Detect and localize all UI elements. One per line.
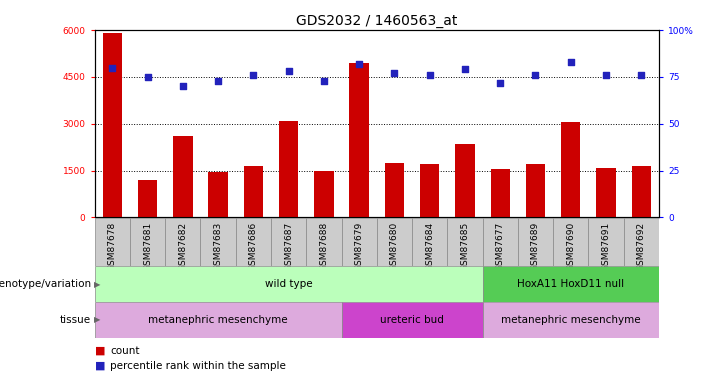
Point bbox=[212, 78, 224, 84]
Text: GSM87679: GSM87679 bbox=[355, 222, 364, 271]
Text: percentile rank within the sample: percentile rank within the sample bbox=[110, 361, 286, 370]
Text: GSM87680: GSM87680 bbox=[390, 222, 399, 271]
Bar bbox=[553, 218, 588, 266]
Bar bbox=[95, 266, 482, 302]
Text: HoxA11 HoxD11 null: HoxA11 HoxD11 null bbox=[517, 279, 625, 289]
Point bbox=[459, 66, 470, 72]
Text: GSM87681: GSM87681 bbox=[143, 222, 152, 271]
Bar bbox=[130, 218, 165, 266]
Bar bbox=[526, 164, 545, 218]
Point bbox=[353, 61, 365, 67]
Point bbox=[495, 80, 506, 86]
Text: ▶: ▶ bbox=[94, 315, 100, 324]
Bar bbox=[173, 136, 193, 218]
Text: GSM87682: GSM87682 bbox=[178, 222, 187, 271]
Text: wild type: wild type bbox=[265, 279, 313, 289]
Point bbox=[107, 64, 118, 70]
Text: ■: ■ bbox=[95, 361, 105, 370]
Point bbox=[530, 72, 541, 78]
Bar bbox=[597, 168, 615, 217]
Text: GSM87677: GSM87677 bbox=[496, 222, 505, 271]
Bar bbox=[455, 144, 475, 218]
Point bbox=[636, 72, 647, 78]
Bar bbox=[341, 218, 377, 266]
Text: GSM87689: GSM87689 bbox=[531, 222, 540, 271]
Bar bbox=[200, 218, 236, 266]
Bar bbox=[482, 266, 659, 302]
Bar bbox=[624, 218, 659, 266]
Bar bbox=[385, 163, 404, 218]
Text: GSM87692: GSM87692 bbox=[637, 222, 646, 271]
Point bbox=[389, 70, 400, 76]
Text: metanephric mesenchyme: metanephric mesenchyme bbox=[149, 315, 288, 325]
Text: GSM87683: GSM87683 bbox=[214, 222, 223, 271]
Title: GDS2032 / 1460563_at: GDS2032 / 1460563_at bbox=[296, 13, 458, 28]
Bar bbox=[561, 122, 580, 218]
Bar bbox=[341, 302, 482, 338]
Point bbox=[565, 59, 576, 65]
Bar bbox=[138, 180, 157, 218]
Point bbox=[424, 72, 435, 78]
Text: GSM87684: GSM87684 bbox=[426, 222, 434, 271]
Bar bbox=[244, 166, 263, 218]
Bar bbox=[165, 218, 200, 266]
Text: GSM87686: GSM87686 bbox=[249, 222, 258, 271]
Bar bbox=[95, 302, 341, 338]
Bar bbox=[236, 218, 271, 266]
Bar bbox=[279, 121, 299, 218]
Text: ■: ■ bbox=[95, 346, 105, 355]
Bar bbox=[271, 218, 306, 266]
Bar bbox=[632, 166, 651, 218]
Bar bbox=[447, 218, 482, 266]
Text: ▶: ▶ bbox=[94, 280, 100, 289]
Bar bbox=[314, 171, 334, 217]
Point bbox=[318, 78, 329, 84]
Text: GSM87688: GSM87688 bbox=[320, 222, 328, 271]
Point bbox=[247, 72, 259, 78]
Bar bbox=[482, 218, 518, 266]
Point bbox=[177, 83, 189, 89]
Text: GSM87690: GSM87690 bbox=[566, 222, 576, 271]
Bar bbox=[102, 33, 122, 218]
Bar bbox=[350, 63, 369, 217]
Point bbox=[283, 68, 294, 74]
Bar bbox=[306, 218, 341, 266]
Bar bbox=[420, 164, 440, 218]
Text: genotype/variation: genotype/variation bbox=[0, 279, 91, 289]
Bar bbox=[482, 302, 659, 338]
Text: GSM87678: GSM87678 bbox=[108, 222, 117, 271]
Text: tissue: tissue bbox=[60, 315, 91, 325]
Bar bbox=[491, 169, 510, 217]
Text: metanephric mesenchyme: metanephric mesenchyme bbox=[501, 315, 641, 325]
Text: ureteric bud: ureteric bud bbox=[380, 315, 444, 325]
Bar bbox=[588, 218, 624, 266]
Text: count: count bbox=[110, 346, 139, 355]
Bar bbox=[208, 172, 228, 217]
Point bbox=[142, 74, 153, 80]
Point bbox=[601, 72, 612, 78]
Text: GSM87685: GSM87685 bbox=[461, 222, 470, 271]
Text: GSM87691: GSM87691 bbox=[601, 222, 611, 271]
Bar bbox=[377, 218, 412, 266]
Bar bbox=[518, 218, 553, 266]
Bar bbox=[412, 218, 447, 266]
Text: GSM87687: GSM87687 bbox=[284, 222, 293, 271]
Bar bbox=[95, 218, 130, 266]
